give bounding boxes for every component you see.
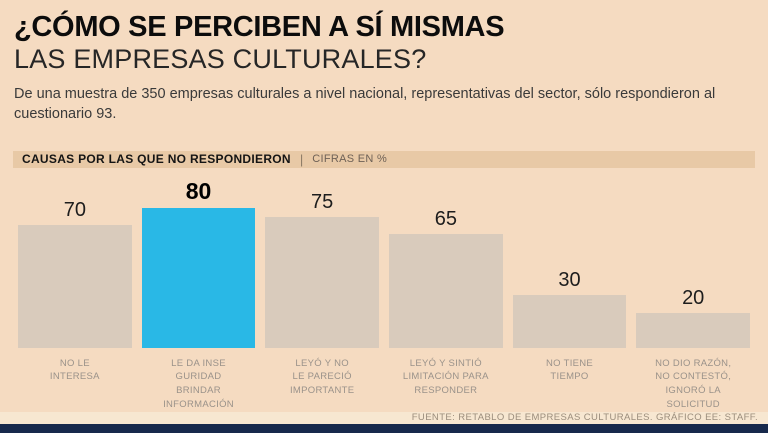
- section-header-bar: CAUSAS POR LAS QUE NO RESPONDIERON | CIF…: [13, 151, 755, 168]
- bottom-stripe: [0, 423, 768, 433]
- bar: [265, 216, 380, 348]
- section-divider: |: [299, 151, 304, 167]
- page-title-line1: ¿CÓMO SE PERCIBEN A SÍ MISMAS: [14, 11, 505, 43]
- footer-band: FUENTE: RETABLO DE EMPRESAS CULTURALES. …: [0, 411, 768, 424]
- bar: [512, 294, 627, 348]
- section-units-label: CIFRAS EN %: [312, 153, 388, 166]
- section-title: CAUSAS POR LAS QUE NO RESPONDIERON: [22, 152, 291, 167]
- bar-category-label: NO TIENE TIEMPO: [545, 357, 594, 383]
- bar-column: 30: [512, 178, 627, 348]
- bar-value-label: 20: [682, 286, 705, 309]
- page-title-line2: LAS EMPRESAS CULTURALES?: [14, 44, 427, 75]
- bar-column: 65: [389, 178, 503, 348]
- bar-column: 20: [636, 178, 751, 348]
- bar-value-label: 75: [311, 190, 334, 213]
- bar-category-label: NO LE INTERESA: [49, 357, 100, 383]
- source-credit: FUENTE: RETABLO DE EMPRESAS CULTURALES. …: [411, 412, 758, 424]
- bar-chart-category-labels: NO LE INTERESA LE DA INSE GURIDAD BRINDAR INF…: [0, 357, 768, 412]
- bar-category-label: LEYÓ Y SINTIÓ LIMITACIÓN PARA RESPONDER: [402, 357, 489, 397]
- bar: [389, 233, 503, 348]
- bar-category-label: LE DA INSE GURIDAD BRINDAR INFORMACIÓN: [163, 357, 234, 410]
- bar: [636, 312, 751, 348]
- bar-value-label: 70: [63, 198, 86, 221]
- subtitle: De una muestra de 350 empresas culturale…: [14, 86, 716, 123]
- bar-category-label: LEYÓ Y NO LE PARECIÓ IMPORTANTE: [289, 357, 355, 397]
- bar-highlighted: [141, 207, 256, 348]
- bar-value-label: 30: [558, 268, 581, 291]
- bar-column: 75: [265, 178, 380, 348]
- bar-column: 70: [18, 178, 132, 348]
- header: ¿CÓMO SE PERCIBEN A SÍ MISMAS LAS EMPRES…: [0, 0, 768, 139]
- bar-category-label: NO DIO RAZÓN, NO CONTESTÓ, IGNORÓ LA SOLICI…: [655, 357, 732, 410]
- bar-chart-plot: 70 80 75 65 30 20: [0, 178, 768, 348]
- bar-value-label: 80: [185, 177, 212, 204]
- bar-column: 80: [141, 177, 256, 348]
- bar: [18, 224, 132, 348]
- bar-value-label: 65: [434, 207, 457, 230]
